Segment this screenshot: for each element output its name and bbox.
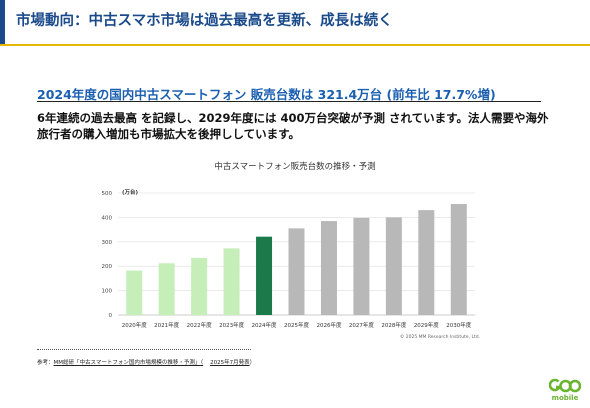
note-divider	[37, 349, 251, 350]
slide-title: 市場動向：中古スマホ市場は過去最高を更新、成長は続く	[16, 13, 393, 29]
bar-2026年度	[320, 221, 337, 315]
bar-chart: 0 100 200 300 400 500 2020年度 2021年度 2022年度 2023年…	[102, 188, 481, 340]
x-tick-label: 2028年度	[381, 321, 406, 329]
chart-x-axis: 2020年度 2021年度 2022年度 2023年度 2024年度 2025年度 2026…	[122, 321, 472, 329]
headline: 2024年度の国内中古スマートフォン 販売台数は 321.4万台 (前年比 17…	[37, 87, 496, 102]
y-tick-label: 400	[102, 215, 113, 221]
body-text: 6年連続の過去最高 を記録し、2029年度には 400万台突破が予測 されていま…	[37, 111, 549, 141]
note-date: 2025年7月発表	[210, 360, 250, 366]
x-tick-label: 2029年度	[414, 321, 439, 329]
x-tick-label: 2023年度	[219, 321, 244, 329]
headline-underline	[37, 101, 541, 102]
bar-2021年度	[158, 263, 175, 315]
chart-y-axis: 0 100 200 300 400 500	[102, 191, 113, 319]
y-tick-label: 300	[102, 240, 113, 246]
x-tick-label: 2022年度	[187, 321, 212, 329]
chart-bars	[126, 203, 467, 315]
x-tick-label: 2025年度	[284, 321, 309, 329]
y-axis-unit: (万台)	[122, 188, 139, 196]
bar-2028年度	[385, 217, 402, 315]
bar-2030年度	[450, 203, 467, 315]
x-tick-label: 2020年度	[122, 321, 147, 329]
note-prefix: 参考：	[37, 360, 54, 366]
bar-2022年度	[191, 257, 208, 315]
slide-header: 市場動向：中古スマホ市場は過去最高を更新、成長は続く	[0, 0, 590, 46]
source-note: 参考：MM総研「中古スマートフォン国内市場規模の推移・予測」（ 2025年7月発…	[37, 358, 255, 366]
logo-subtext: mobile	[551, 394, 579, 402]
note-suffix: ）	[249, 360, 256, 366]
bar-2027年度	[353, 217, 370, 315]
bar-2023年度	[223, 248, 240, 315]
x-tick-label: 2030年度	[446, 321, 471, 329]
x-tick-label: 2026年度	[316, 321, 341, 329]
geo-logo: mobile	[548, 378, 582, 404]
y-tick-label: 500	[102, 191, 113, 197]
x-tick-label: 2027年度	[349, 321, 374, 329]
y-tick-label: 100	[102, 289, 113, 295]
bar-2024年度	[256, 236, 273, 315]
chart-title: 中古スマートフォン販売台数の推移・予測	[214, 162, 376, 172]
y-tick-label: 200	[102, 264, 113, 270]
x-tick-label: 2021年度	[154, 321, 179, 329]
y-tick-label: 0	[109, 313, 113, 319]
bar-2029年度	[418, 210, 435, 315]
header-accent-bar	[0, 0, 5, 46]
bar-2020年度	[126, 270, 143, 315]
bar-2025年度	[288, 228, 305, 315]
x-tick-label: 2024年度	[252, 321, 277, 329]
chart-copyright: © 2025 MM Research Institute, Ltd.	[400, 333, 480, 340]
note-source: MM総研「中古スマートフォン国内市場規模の推移・予測」（	[53, 360, 204, 366]
geo-logo-icon	[548, 378, 582, 393]
header-rule	[0, 44, 590, 46]
